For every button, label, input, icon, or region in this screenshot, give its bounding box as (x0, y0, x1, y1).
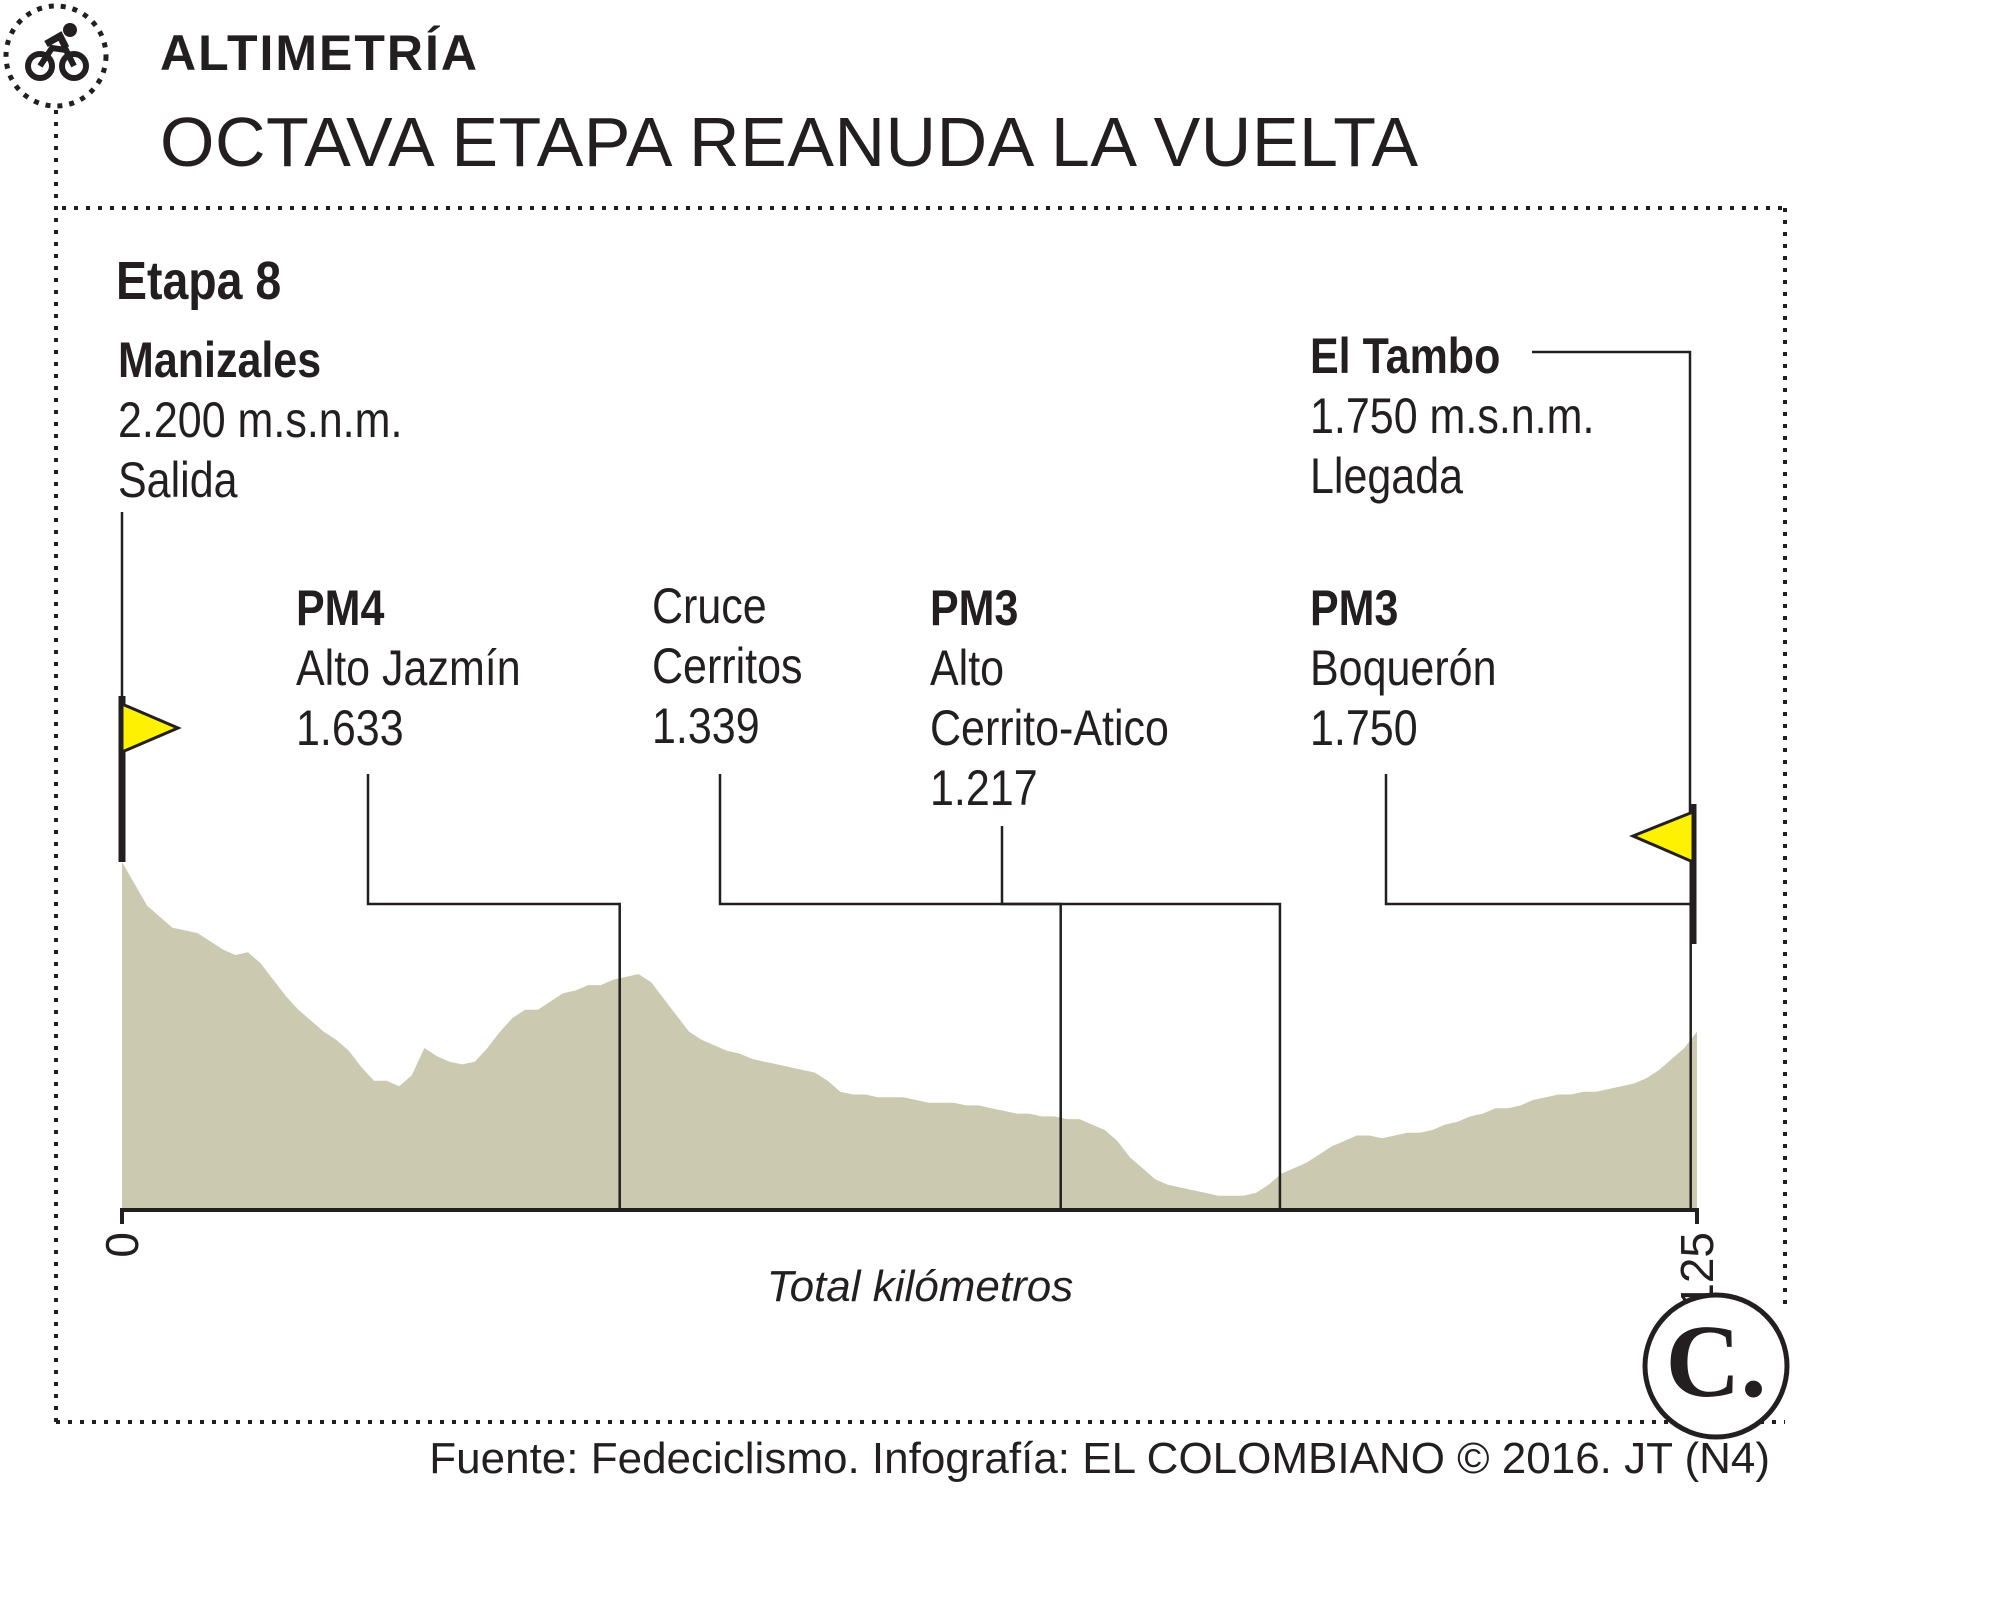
point-name: Cerrito-Atico (930, 700, 1169, 756)
point-label: Cruce Cerritos 1.339 (652, 576, 803, 756)
stage-label: Etapa 8 (116, 251, 282, 311)
point-altitude: 1.750 (1310, 700, 1418, 756)
finish-note: Llegada (1310, 448, 1464, 504)
point-label: PM4 Alto Jazmín 1.633 (296, 578, 521, 758)
point-category: PM4 (296, 580, 385, 636)
el-colombiano-logo: C. (1642, 1292, 1790, 1440)
point-label: PM3 Alto Cerrito-Atico 1.217 (930, 578, 1169, 818)
x-axis-ticks (120, 1210, 1699, 1224)
finish-label: El Tambo 1.750 m.s.n.m. Llegada (1310, 326, 1594, 506)
elevation-profile (122, 862, 1697, 1210)
source-credit: Fuente: Fedeciclismo. Infografía: EL COL… (429, 1434, 1770, 1483)
cyclist-icon (3, 3, 109, 109)
leader-line (366, 774, 621, 1210)
leader-line-finish (1532, 350, 1692, 812)
section-label: ALTIMETRÍA (160, 25, 480, 81)
finish-flag (1629, 809, 1695, 865)
point-category: PM3 (930, 580, 1019, 636)
point-label: PM3 Boquerón 1.750 (1310, 578, 1496, 758)
leader-lines (120, 350, 1692, 1210)
flags (118, 696, 1697, 944)
start-note: Salida (118, 452, 238, 508)
dotted-frame (54, 110, 1787, 1424)
point-altitude: 1.217 (930, 760, 1038, 816)
start-city: Manizales (118, 332, 322, 388)
x-axis-title: Total kilómetros (766, 1262, 1074, 1311)
leader-line (1384, 774, 1692, 1210)
point-category: PM3 (1310, 580, 1399, 636)
finish-altitude: 1.750 m.s.n.m. (1310, 388, 1595, 444)
logo-letter: C. (1665, 1304, 1766, 1419)
leader-line (1000, 826, 1282, 1210)
point-name: Boquerón (1310, 640, 1497, 696)
point-name: Cruce (652, 578, 767, 634)
start-altitude: 2.200 m.s.n.m. (118, 392, 403, 448)
tick-label-start: 0 (96, 1232, 148, 1258)
start-label: Manizales 2.200 m.s.n.m. Salida (118, 330, 402, 510)
start-flag (120, 701, 182, 755)
page-title: OCTAVA ETAPA REANUDA LA VUELTA (160, 103, 1419, 181)
point-name: Cerritos (652, 638, 803, 694)
leader-line (718, 774, 1062, 1210)
point-altitude: 1.633 (296, 700, 404, 756)
finish-city: El Tambo (1310, 328, 1501, 384)
point-name: Alto Jazmín (296, 640, 521, 696)
point-name: Alto (930, 640, 1005, 696)
point-altitude: 1.339 (652, 698, 760, 754)
